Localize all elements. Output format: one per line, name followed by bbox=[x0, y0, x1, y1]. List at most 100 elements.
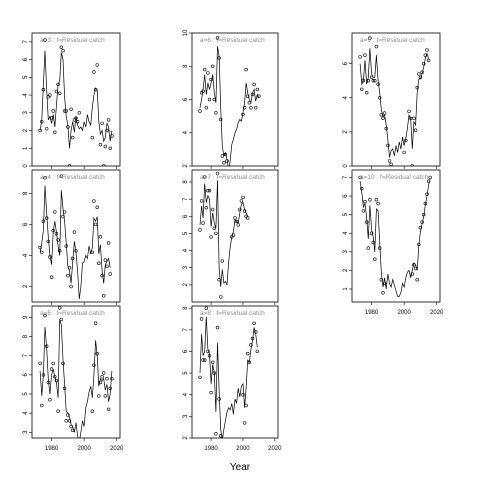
data-point bbox=[233, 216, 237, 220]
y-tick-label: 1 bbox=[23, 146, 29, 150]
panel-frame bbox=[191, 32, 279, 167]
panel: 0 1 2 3 4 5 6 7 a=3 : f=Residual catch bbox=[23, 32, 121, 169]
data-point bbox=[64, 109, 68, 113]
series-line bbox=[199, 180, 249, 287]
panel-frame bbox=[191, 169, 279, 303]
panel-frame bbox=[31, 32, 121, 167]
data-point bbox=[379, 278, 383, 282]
data-point bbox=[95, 63, 99, 67]
data-point bbox=[402, 150, 406, 155]
data-point bbox=[70, 428, 75, 432]
panel-frame bbox=[351, 32, 441, 167]
y-tick-label: 0 bbox=[343, 164, 349, 168]
panel-label: a=8 : f=Residual catch bbox=[200, 310, 265, 317]
data-point bbox=[106, 118, 111, 122]
data-point bbox=[241, 195, 245, 200]
data-point bbox=[382, 111, 387, 115]
data-point bbox=[62, 109, 67, 113]
data-point bbox=[95, 352, 99, 356]
y-tick-label: 2 bbox=[23, 128, 29, 132]
data-point bbox=[48, 93, 52, 97]
panel-frame bbox=[351, 169, 441, 303]
data-point bbox=[407, 109, 411, 114]
data-point bbox=[108, 386, 112, 390]
data-point bbox=[40, 403, 44, 408]
data-point bbox=[108, 272, 112, 276]
y-tick-label: 6 bbox=[183, 214, 189, 218]
data-point bbox=[413, 128, 418, 132]
data-point bbox=[57, 91, 62, 96]
data-point bbox=[103, 258, 108, 262]
y-tick-label: 5 bbox=[23, 75, 29, 79]
x-axis-title: Year bbox=[230, 462, 251, 473]
y-tick-label: 7 bbox=[23, 353, 29, 357]
data-point bbox=[223, 152, 228, 157]
data-point bbox=[90, 250, 95, 255]
data-point bbox=[75, 119, 80, 124]
data-point bbox=[70, 256, 75, 261]
series-line bbox=[359, 48, 429, 158]
data-point bbox=[51, 228, 55, 233]
data-point bbox=[66, 125, 70, 129]
panel: 2 4 6 8 a=4 : f=Residual catch bbox=[23, 169, 121, 305]
data-point bbox=[211, 207, 215, 212]
data-point bbox=[53, 375, 57, 379]
data-point bbox=[92, 363, 96, 367]
data-point bbox=[219, 295, 223, 299]
panel: 3 4 5 6 7 8 9 1980 2000 2020 a=5 : f=Residual catc… bbox=[23, 305, 124, 452]
y-tick-label: 6 bbox=[183, 349, 189, 353]
data-point bbox=[48, 255, 52, 259]
y-tick-label: 4 bbox=[23, 253, 29, 257]
data-point bbox=[57, 249, 62, 253]
data-point bbox=[217, 278, 221, 282]
data-point bbox=[98, 235, 103, 239]
data-point bbox=[252, 82, 256, 87]
data-point bbox=[41, 219, 46, 223]
data-point bbox=[217, 397, 221, 401]
data-point bbox=[38, 245, 42, 250]
panel-grid: 0 1 2 3 4 5 6 7 a=3 : f=Residual catch 2 4 6 8 a=4 : … bbox=[23, 29, 444, 452]
data-point bbox=[254, 330, 258, 334]
y-tick-label: 7 bbox=[183, 327, 189, 331]
data-point bbox=[234, 219, 239, 224]
y-tick-label: 0 bbox=[23, 164, 29, 168]
data-point bbox=[67, 266, 72, 270]
data-point bbox=[373, 78, 377, 83]
data-point bbox=[376, 201, 380, 206]
series-line bbox=[359, 179, 431, 297]
data-point bbox=[38, 128, 42, 133]
data-point bbox=[108, 146, 112, 151]
data-point bbox=[62, 210, 67, 214]
data-point bbox=[246, 216, 250, 220]
data-point bbox=[242, 421, 247, 425]
data-point bbox=[106, 241, 111, 245]
data-point bbox=[59, 174, 63, 178]
series-line bbox=[199, 46, 260, 166]
data-point bbox=[422, 212, 426, 217]
data-point bbox=[239, 199, 244, 203]
data-point bbox=[374, 198, 379, 202]
data-point bbox=[363, 199, 367, 204]
y-tick-label: 7 bbox=[23, 40, 29, 44]
data-point bbox=[64, 419, 68, 423]
data-point bbox=[110, 377, 114, 381]
panel-label: a=9 : f=Residual catch bbox=[360, 37, 425, 44]
data-point bbox=[217, 56, 221, 60]
data-point bbox=[49, 116, 54, 120]
data-point bbox=[74, 249, 78, 253]
data-point bbox=[365, 90, 369, 95]
data-point bbox=[61, 214, 65, 219]
y-tick-label: 7 bbox=[183, 197, 189, 201]
x-tick-label: 1980 bbox=[45, 446, 59, 452]
y-tick-label: 2 bbox=[343, 268, 349, 272]
data-point bbox=[373, 257, 377, 261]
data-point bbox=[247, 101, 252, 105]
data-point bbox=[44, 127, 49, 131]
data-point bbox=[62, 386, 67, 390]
data-point bbox=[49, 275, 54, 279]
data-point bbox=[38, 361, 42, 366]
data-point bbox=[257, 94, 261, 98]
data-point bbox=[90, 135, 95, 140]
data-point bbox=[376, 82, 380, 86]
data-point bbox=[53, 130, 57, 135]
